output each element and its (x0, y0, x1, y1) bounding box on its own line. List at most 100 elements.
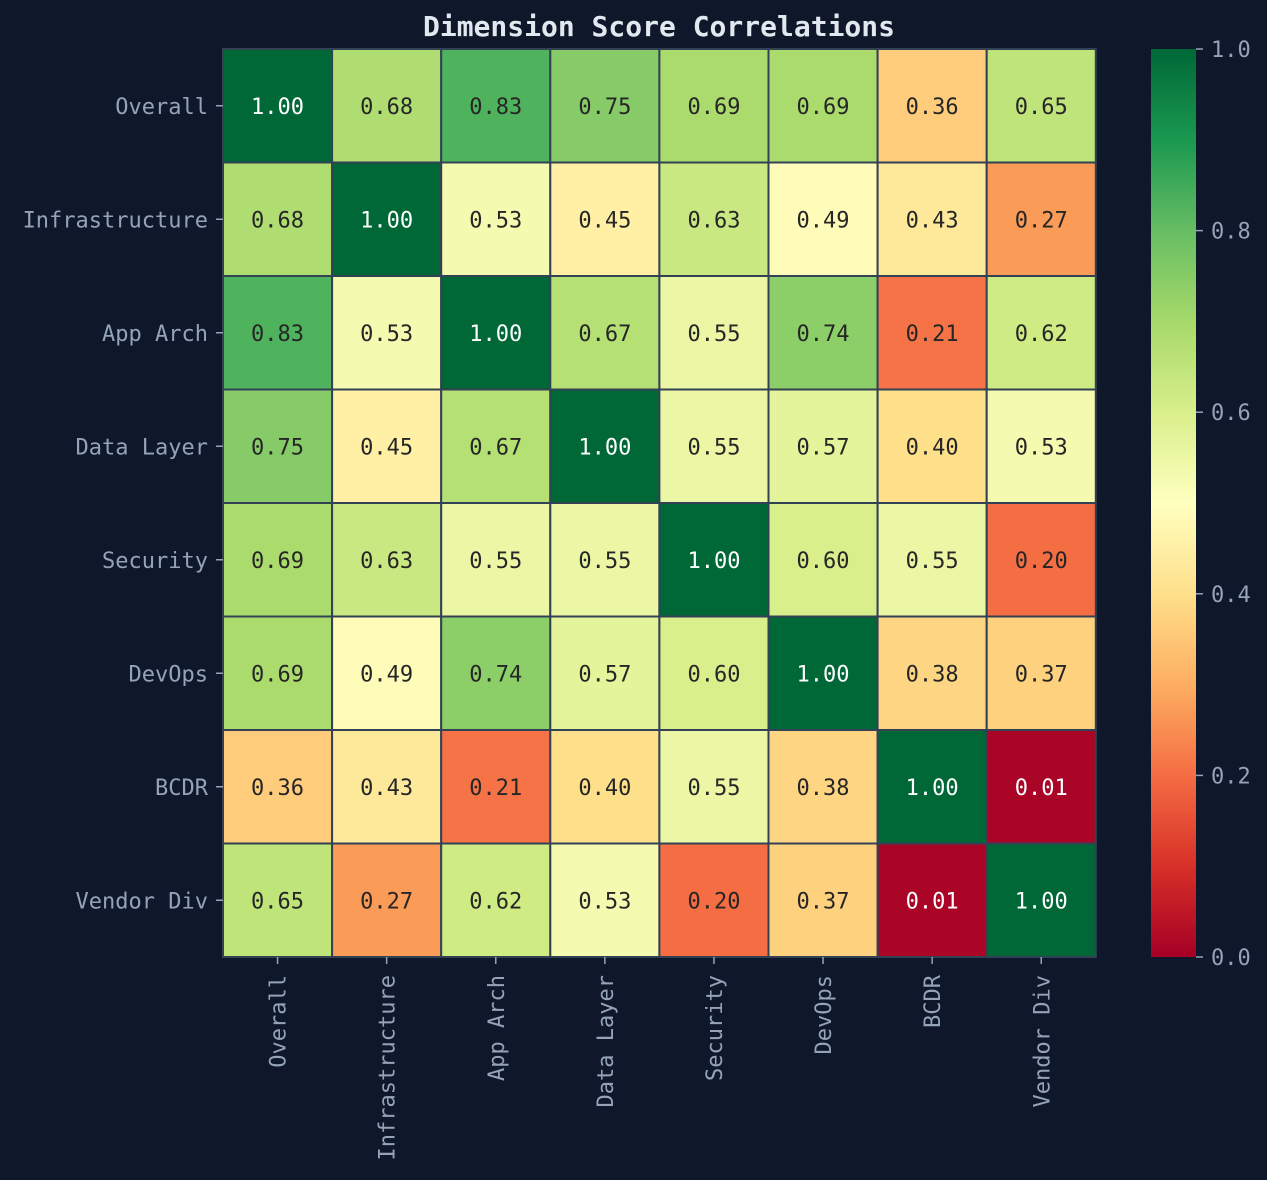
heatmap-cell (658, 275, 770, 391)
colorbar: 0.0 0.2 0.4 0.6 0.8 1.0 (1151, 38, 1251, 971)
cell-value-label: 0.53 (578, 889, 631, 914)
heatmap-cell (658, 502, 770, 618)
heatmap-cell (658, 388, 770, 504)
colorbar-tick-label: 0.0 (1211, 946, 1251, 971)
cell-value-label: 0.38 (797, 776, 850, 801)
cell-value-label: 1.00 (1015, 889, 1068, 914)
heatmap-cell (440, 48, 552, 164)
cell-value-label: 0.65 (1015, 95, 1068, 120)
cell-value-label: 0.40 (906, 435, 959, 460)
cell-value-label: 0.43 (906, 208, 959, 233)
heatmap-cell (876, 275, 988, 391)
cell-value-label: 1.00 (687, 549, 740, 574)
heatmap-cell (658, 729, 770, 845)
heatmap-cell (876, 615, 988, 731)
colorbar-tick-label: 0.8 (1211, 220, 1251, 245)
cell-value-label: 0.01 (1015, 776, 1068, 801)
cell-value-label: 0.20 (1015, 549, 1068, 574)
cell-value-label: 0.69 (797, 95, 850, 120)
x-tick-label: Security (703, 975, 728, 1081)
cell-value-label: 0.55 (469, 549, 522, 574)
heatmap-cell (331, 615, 443, 731)
cell-value-label: 0.75 (578, 95, 631, 120)
cell-value-label: 0.83 (251, 322, 304, 347)
colorbar-tick-label: 0.2 (1211, 764, 1251, 789)
cell-value-label: 0.53 (1015, 435, 1068, 460)
heatmap-cell (767, 615, 879, 731)
cell-value-label: 0.36 (906, 95, 959, 120)
cell-value-label: 1.00 (469, 322, 522, 347)
cell-value-label: 0.43 (360, 776, 413, 801)
x-tick-label: Infrastructure (376, 975, 401, 1160)
x-axis-ticks: Overall Infrastructure App Arch Data Layer S… (267, 957, 1055, 1160)
cell-value-label: 0.57 (797, 435, 850, 460)
cell-value-label: 0.27 (1015, 208, 1068, 233)
heatmap-cell (985, 161, 1097, 277)
cell-value-label: 0.55 (578, 549, 631, 574)
cell-value-label: 1.00 (578, 435, 631, 460)
colorbar-gradient (1151, 49, 1196, 957)
cell-value-label: 1.00 (797, 662, 850, 687)
x-tick-label: Overall (267, 975, 292, 1068)
heatmap-cell (331, 161, 443, 277)
cell-value-label: 0.69 (251, 662, 304, 687)
cell-value-label: 0.55 (687, 435, 740, 460)
colorbar-tick-label: 0.6 (1211, 401, 1251, 426)
heatmap-cell (331, 729, 443, 845)
heatmap-cell (876, 729, 988, 845)
cell-value-label: 0.20 (687, 889, 740, 914)
heatmap-cell (985, 502, 1097, 618)
heatmap-cell (876, 502, 988, 618)
x-tick-label: Vendor Div (1030, 975, 1055, 1107)
colorbar-tick-label: 0.4 (1211, 583, 1251, 608)
cell-value-label: 0.01 (906, 889, 959, 914)
cell-value-label: 0.49 (360, 662, 413, 687)
cell-value-label: 0.53 (469, 208, 522, 233)
cell-value-label: 0.69 (251, 549, 304, 574)
y-tick-label: Security (102, 549, 208, 574)
heatmap-cell (767, 161, 879, 277)
cell-value-label: 0.74 (469, 662, 522, 687)
y-tick-label: BCDR (155, 776, 209, 801)
heatmap-cell (549, 502, 661, 618)
y-tick-label: App Arch (102, 322, 208, 347)
x-tick-label: DevOps (812, 975, 837, 1054)
cell-value-label: 0.83 (469, 95, 522, 120)
cell-value-label: 0.68 (251, 208, 304, 233)
cell-value-label: 0.55 (906, 549, 959, 574)
cell-value-label: 0.49 (797, 208, 850, 233)
cell-value-label: 0.37 (1015, 662, 1068, 687)
heatmap-cell (876, 388, 988, 504)
cell-value-label: 0.60 (687, 662, 740, 687)
heatmap-cell (222, 729, 334, 845)
cell-value-label: 0.21 (469, 776, 522, 801)
y-tick-label: Vendor Div (76, 889, 208, 914)
cell-value-label: 0.37 (797, 889, 850, 914)
cell-value-label: 0.45 (360, 435, 413, 460)
heatmap-cell (549, 161, 661, 277)
heatmap-cell (331, 275, 443, 391)
heatmap-cell (985, 615, 1097, 731)
cell-value-label: 0.68 (360, 95, 413, 120)
cell-value-label: 0.55 (687, 776, 740, 801)
cell-value-label: 0.62 (1015, 322, 1068, 347)
heatmap-cell (658, 842, 770, 958)
cell-value-label: 0.36 (251, 776, 304, 801)
x-tick-label: BCDR (921, 974, 946, 1028)
heatmap-cell (549, 275, 661, 391)
heatmap-cell (222, 388, 334, 504)
heatmap-cell (767, 729, 879, 845)
cell-value-label: 0.38 (906, 662, 959, 687)
heatmap-cell (440, 615, 552, 731)
cell-value-label: 0.55 (687, 322, 740, 347)
cell-value-label: 1.00 (906, 776, 959, 801)
cell-value-label: 0.67 (578, 322, 631, 347)
y-axis-ticks: Overall Infrastructure App Arch Data Layer S… (23, 95, 223, 914)
cell-value-label: 0.74 (797, 322, 850, 347)
cell-value-label: 0.63 (687, 208, 740, 233)
cell-value-label: 1.00 (360, 208, 413, 233)
chart-title: Dimension Score Correlations (423, 10, 895, 43)
cell-value-label: 0.21 (906, 322, 959, 347)
